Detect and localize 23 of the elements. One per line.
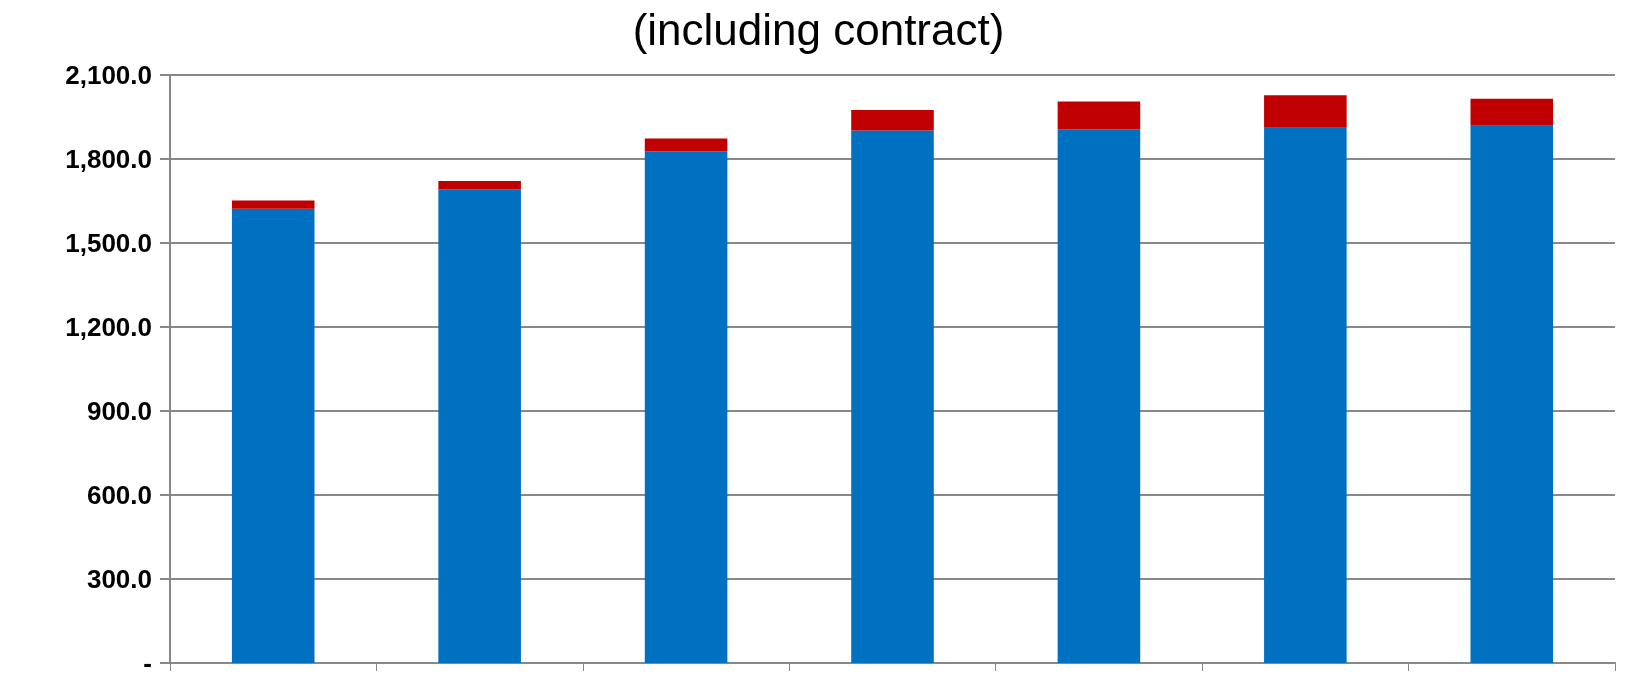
y-tick-label: 1,500.0 bbox=[65, 228, 152, 258]
bar bbox=[231, 208, 315, 663]
y-tick-label: 900.0 bbox=[86, 396, 152, 426]
y-tick-label: 2,100.0 bbox=[65, 60, 152, 90]
y-tick-label: 1,800.0 bbox=[65, 144, 152, 174]
bar bbox=[1057, 101, 1141, 130]
bar bbox=[438, 189, 521, 663]
bar bbox=[1264, 95, 1347, 128]
bar bbox=[1264, 127, 1347, 663]
bar bbox=[231, 200, 315, 209]
bar bbox=[438, 181, 521, 190]
bar bbox=[644, 151, 728, 663]
bar bbox=[1057, 129, 1141, 663]
y-tick-label: 600.0 bbox=[86, 480, 152, 510]
bar bbox=[1470, 125, 1554, 663]
bar bbox=[851, 110, 934, 131]
y-tick-label: 1,200.0 bbox=[65, 312, 152, 342]
bar bbox=[644, 138, 728, 152]
y-tick-label: 300.0 bbox=[86, 564, 152, 594]
bar bbox=[851, 130, 934, 663]
chart-title: (including contract) bbox=[632, 4, 1005, 54]
y-tick-label: - bbox=[143, 648, 152, 678]
bar bbox=[1470, 98, 1554, 126]
